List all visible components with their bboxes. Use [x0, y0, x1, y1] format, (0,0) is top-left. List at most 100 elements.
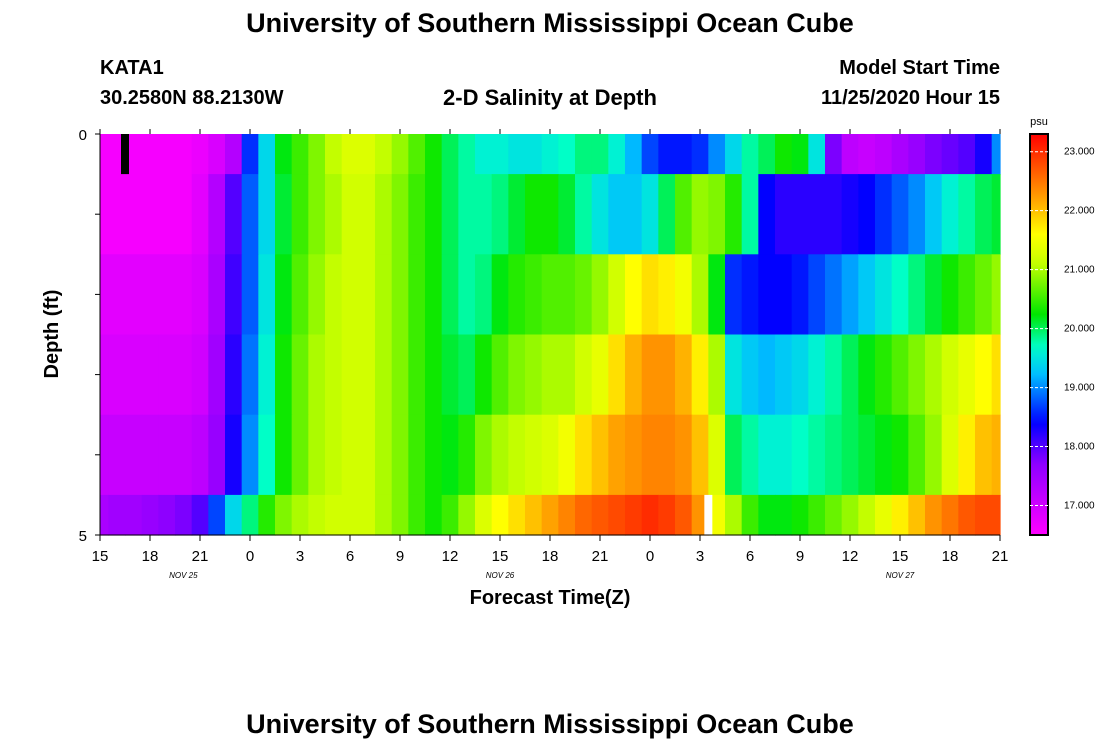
y-axis-title: Depth (ft)	[41, 290, 63, 379]
colorbar-tick-label: 22.000	[1064, 206, 1095, 217]
heatmap-cell	[975, 134, 993, 175]
heatmap-cell	[241, 494, 259, 536]
heatmap-cell	[891, 494, 909, 536]
heatmap-cell	[441, 174, 459, 255]
heatmap-cell	[775, 254, 793, 336]
heatmap-cell	[991, 134, 1001, 175]
heatmap-cell	[975, 494, 993, 536]
heatmap-cell	[358, 254, 376, 336]
heatmap-cell	[808, 254, 826, 336]
heatmap-cell	[441, 414, 459, 496]
heatmap-cell	[641, 174, 659, 255]
heatmap-cell	[908, 174, 926, 255]
heatmap-cell	[791, 254, 809, 336]
heatmap-cell	[875, 254, 893, 336]
heatmap-cell	[791, 134, 809, 175]
heatmap-cell	[458, 494, 476, 536]
heatmap-cell	[958, 254, 976, 336]
heatmap-cell	[308, 414, 326, 496]
heatmap-cell	[241, 134, 259, 175]
heatmap-cell	[408, 334, 426, 416]
heatmap-cell	[391, 174, 409, 255]
heatmap-cell	[625, 174, 643, 255]
heatmap-cell	[841, 334, 859, 416]
heatmap-cell	[458, 254, 476, 336]
heatmap-cell	[691, 334, 709, 416]
heatmap-cell	[741, 494, 759, 536]
x-tick-label: 0	[646, 548, 654, 565]
heatmap-cell	[725, 174, 743, 255]
heatmap-cell	[408, 174, 426, 255]
heatmap-cell	[825, 254, 843, 336]
heatmap-cell	[475, 334, 493, 416]
heatmap-cell	[991, 174, 1001, 255]
heatmap-cell	[775, 174, 793, 255]
heatmap-cell	[141, 334, 159, 416]
heatmap-cell	[741, 174, 759, 255]
colorbar-tick-label: 20.000	[1064, 324, 1095, 335]
heatmap-cell	[191, 494, 209, 536]
heatmap-cell	[491, 334, 509, 416]
heatmap-cell	[991, 414, 1001, 496]
heatmap-cell	[908, 134, 926, 175]
heatmap-cell	[841, 414, 859, 496]
heatmap-cell	[141, 254, 159, 336]
colorbar	[1029, 133, 1049, 536]
heatmap-cell	[991, 254, 1001, 336]
colorbar-tick-label: 17.000	[1064, 501, 1095, 512]
heatmap-cell	[891, 254, 909, 336]
x-tick-label: 21	[592, 548, 609, 565]
heatmap-cell	[775, 134, 793, 175]
heatmap-cell	[791, 414, 809, 496]
heatmap-cell	[408, 254, 426, 336]
heatmap-cell	[675, 174, 693, 255]
heatmap-cell	[125, 254, 143, 336]
heatmap-cell	[541, 174, 559, 255]
heatmap-cell	[100, 174, 109, 255]
heatmap-cell	[275, 254, 293, 336]
heatmap-cell	[675, 254, 693, 336]
footer-title: University of Southern Mississippi Ocean…	[246, 709, 854, 739]
heatmap-cell	[591, 334, 609, 416]
heatmap-cell	[341, 494, 359, 536]
heatmap-cell	[758, 134, 776, 175]
heatmap-cell	[191, 334, 209, 416]
heatmap-cell	[308, 174, 326, 255]
heatmap-cell	[458, 334, 476, 416]
heatmap-cell	[275, 494, 293, 536]
heatmap-cell	[325, 494, 343, 536]
heatmap-cell	[958, 494, 976, 536]
heatmap-cell	[225, 334, 243, 416]
heatmap-cell	[808, 334, 826, 416]
heatmap-cell	[525, 254, 543, 336]
heatmap-cell	[608, 334, 626, 416]
heatmap-cell	[475, 494, 493, 536]
heatmap-cell	[858, 494, 876, 536]
heatmap-cell	[875, 134, 893, 175]
heatmap-cell	[491, 254, 509, 336]
heatmap-cell	[875, 494, 893, 536]
heatmap-cell	[925, 174, 943, 255]
heatmap-cell	[691, 174, 709, 255]
heatmap-cell	[508, 174, 526, 255]
heatmap-cell	[225, 134, 243, 175]
heatmap-cell	[408, 134, 426, 175]
heatmap-cell	[141, 174, 159, 255]
salinity-heatmap-chart: 15 18 21 0 3 6 9 12 15 18 21 0 3 6 9 12 15 18 21 NOV 25 NOV …	[41, 116, 1095, 609]
heatmap-cell	[341, 174, 359, 255]
heatmap-cell	[725, 414, 743, 496]
heatmap-cell	[458, 174, 476, 255]
heatmap-cell	[558, 334, 576, 416]
heatmap-cell	[708, 494, 726, 536]
heatmap-cell	[875, 174, 893, 255]
x-tick-label: 18	[942, 548, 959, 565]
heatmap-cell	[741, 254, 759, 336]
heatmap-cell	[325, 174, 343, 255]
heatmap-cell	[475, 174, 493, 255]
heatmap-cell	[291, 134, 309, 175]
heatmap-cell	[441, 494, 459, 536]
heatmap-cell	[208, 334, 226, 416]
x-tick-label: 9	[796, 548, 804, 565]
heatmap-cell	[658, 174, 676, 255]
heatmap-cell	[441, 334, 459, 416]
